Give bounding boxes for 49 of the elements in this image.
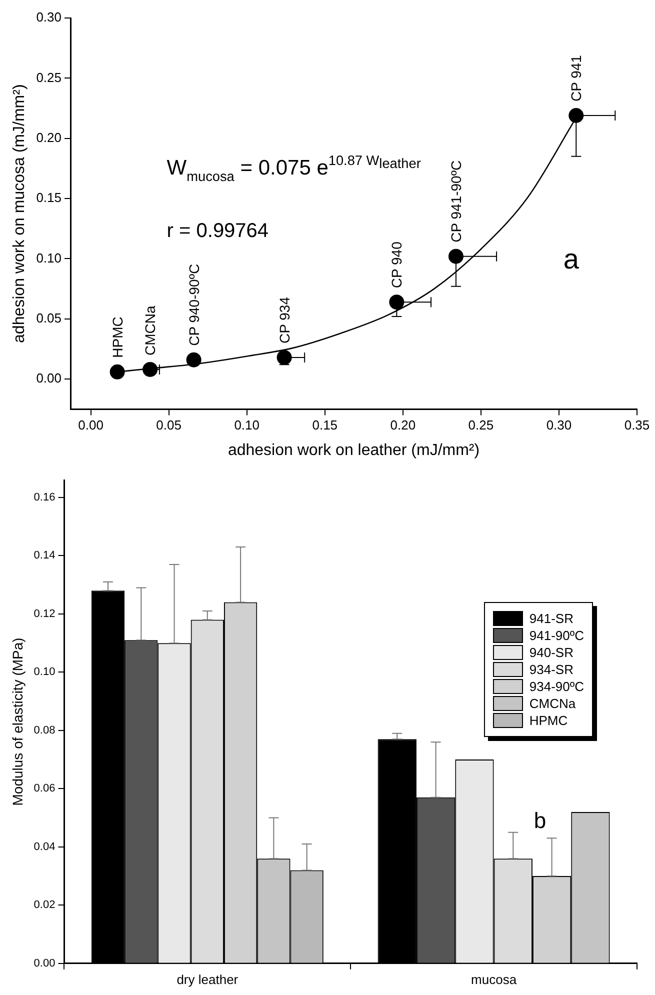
y-tick-label: 0.10 <box>34 666 56 678</box>
legend-label: CMCNa <box>529 696 576 711</box>
y-tick-label: 0.30 <box>36 10 62 25</box>
annotation: b <box>534 808 546 834</box>
legend-label: 940-SR <box>529 645 574 660</box>
x-tick-label: dry leather <box>176 972 239 987</box>
legend-label: 941-90ºC <box>529 628 584 643</box>
legend-label: HPMC <box>529 713 568 728</box>
y-tick-label: 0.06 <box>34 782 56 795</box>
y-tick-label: 0.02 <box>34 899 56 912</box>
legend-label: 941-SR <box>529 611 574 626</box>
x-tick-label: 0.05 <box>156 418 182 433</box>
y-tick-label: 0.20 <box>36 130 62 145</box>
y-tick-label: 0.10 <box>36 250 62 266</box>
point <box>186 352 202 368</box>
x-tick-label: 0.15 <box>312 418 338 433</box>
x-axis-title: adhesion work on leather (mJ/mm²) <box>228 442 480 459</box>
annotation: CP 941-90ºC <box>448 160 464 242</box>
y-tick-label: 0.05 <box>36 310 62 326</box>
x-tick-label: 0.10 <box>234 418 260 433</box>
x-tick-label: mucosa <box>471 972 518 987</box>
annotation: HPMC <box>109 316 126 358</box>
y-tick-label: 0.08 <box>34 724 56 736</box>
annotation: CP 940 <box>388 241 405 288</box>
y-axis-title: adhesion work on mucosa (mJ/mm²) <box>11 84 28 343</box>
annotation: CP 940-90ºC <box>186 264 202 346</box>
annotation: a <box>563 243 580 274</box>
annotation: CP 934 <box>276 296 292 344</box>
point <box>110 364 125 380</box>
y-tick-label: 0.15 <box>36 190 62 206</box>
x-tick-label: 0.30 <box>546 418 572 433</box>
annotation: CMCNa <box>142 305 158 356</box>
point <box>142 362 158 377</box>
y-tick-label: 0.25 <box>36 70 62 85</box>
legend-label: 934-90ºC <box>529 679 584 694</box>
y-tick-label: 0.04 <box>34 840 56 853</box>
x-tick-label: 0.35 <box>624 418 650 433</box>
y-tick-label: 0.00 <box>36 370 62 386</box>
x-tick-label: 0.00 <box>78 418 104 433</box>
x-tick-label: 0.25 <box>468 418 494 433</box>
legend-label: 934-SR <box>529 662 574 677</box>
y-tick-label: 0.16 <box>34 492 56 504</box>
x-tick-label: 0.20 <box>390 418 416 433</box>
annotation: CP 941 <box>568 54 584 102</box>
y-tick-label: 0.12 <box>34 608 56 620</box>
y-tick-label: 0.00 <box>34 957 56 970</box>
y-axis-title: Modulus of elasticity (MPa) <box>9 638 26 806</box>
y-tick-label: 0.14 <box>34 550 56 562</box>
annotation: r = 0.99764 <box>166 220 269 242</box>
